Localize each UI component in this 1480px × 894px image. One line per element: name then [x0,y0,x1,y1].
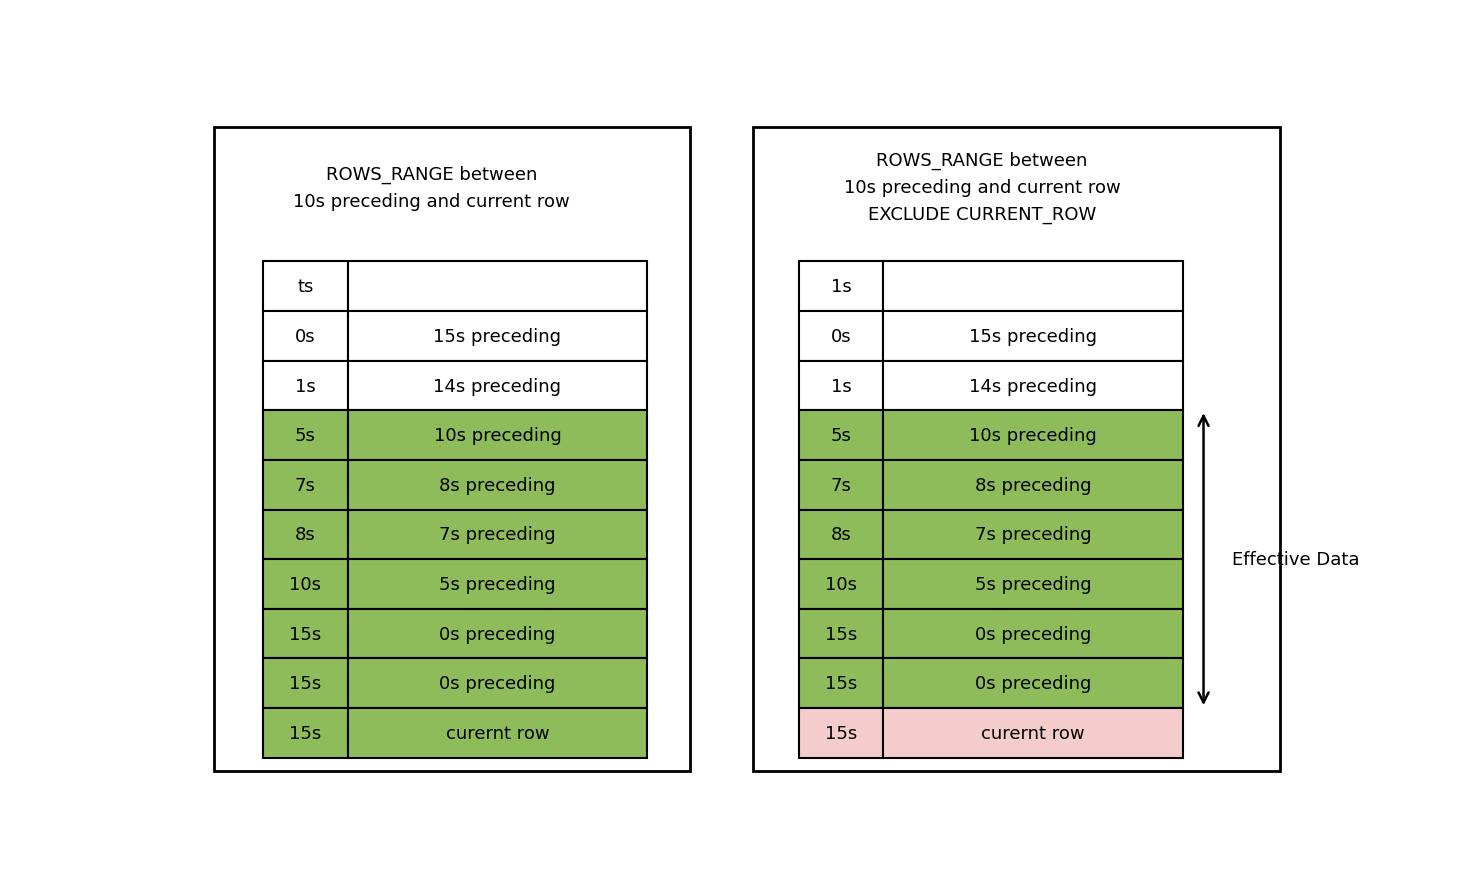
Text: 15s preceding: 15s preceding [434,327,561,345]
Bar [348,708,647,758]
Bar [348,609,647,659]
Text: ROWS_RANGE between
10s preceding and current row
EXCLUDE CURRENT_ROW: ROWS_RANGE between 10s preceding and cur… [844,152,1120,224]
Text: curernt row: curernt row [981,724,1085,742]
Bar [263,312,348,361]
Text: 0s preceding: 0s preceding [440,625,555,643]
Bar [884,708,1183,758]
Bar [884,659,1183,708]
Text: 1s: 1s [295,377,315,395]
Bar [263,659,348,708]
Text: Effective Data: Effective Data [1233,551,1360,569]
Bar [799,460,884,510]
Text: 10s preceding: 10s preceding [969,426,1097,444]
Bar [348,659,647,708]
Bar [884,560,1183,609]
Bar [799,262,884,312]
Bar [753,128,1280,772]
Text: 0s: 0s [295,327,315,345]
Bar [799,609,884,659]
Text: 0s: 0s [830,327,851,345]
Bar [348,560,647,609]
Text: 0s preceding: 0s preceding [440,674,555,693]
Text: 15s: 15s [289,625,321,643]
Bar [799,361,884,411]
Bar [884,609,1183,659]
Bar [263,262,348,312]
Bar [884,510,1183,560]
Text: 15s: 15s [289,724,321,742]
Bar [263,708,348,758]
Bar [348,411,647,460]
Text: 8s preceding: 8s preceding [975,477,1091,494]
Text: 10s: 10s [289,576,321,594]
Text: 7s: 7s [830,477,851,494]
Text: 1s: 1s [830,278,851,296]
Bar [348,262,647,312]
Text: 5s preceding: 5s preceding [440,576,555,594]
Text: 14s preceding: 14s preceding [434,377,561,395]
Bar [213,128,690,772]
Bar [884,361,1183,411]
Text: 15s: 15s [824,674,857,693]
Text: 8s: 8s [830,526,851,544]
Bar [799,411,884,460]
Bar [799,312,884,361]
Bar [263,460,348,510]
Text: 0s preceding: 0s preceding [975,674,1091,693]
Bar [263,411,348,460]
Text: 10s preceding: 10s preceding [434,426,561,444]
Text: ts: ts [297,278,314,296]
Text: 7s preceding: 7s preceding [975,526,1091,544]
Text: 5s: 5s [295,426,315,444]
Bar [884,460,1183,510]
Text: 15s: 15s [824,724,857,742]
Text: 7s preceding: 7s preceding [440,526,555,544]
Text: 15s: 15s [289,674,321,693]
Bar [799,659,884,708]
Text: 14s preceding: 14s preceding [969,377,1097,395]
Text: 7s: 7s [295,477,315,494]
Text: ROWS_RANGE between
10s preceding and current row: ROWS_RANGE between 10s preceding and cur… [293,165,570,210]
Bar [348,460,647,510]
Text: 8s: 8s [295,526,315,544]
Text: curernt row: curernt row [445,724,549,742]
Bar [799,708,884,758]
Text: 5s preceding: 5s preceding [975,576,1091,594]
Bar [263,510,348,560]
Text: 5s: 5s [830,426,851,444]
Text: 0s preceding: 0s preceding [975,625,1091,643]
Bar [799,560,884,609]
Text: 15s: 15s [824,625,857,643]
Text: 15s preceding: 15s preceding [969,327,1097,345]
Bar [263,609,348,659]
Bar [348,312,647,361]
Text: 10s: 10s [824,576,857,594]
Bar [348,510,647,560]
Bar [884,411,1183,460]
Bar [263,361,348,411]
Bar [799,510,884,560]
Text: 1s: 1s [830,377,851,395]
Text: 8s preceding: 8s preceding [440,477,555,494]
Bar [263,560,348,609]
Bar [884,262,1183,312]
Bar [348,361,647,411]
Bar [884,312,1183,361]
